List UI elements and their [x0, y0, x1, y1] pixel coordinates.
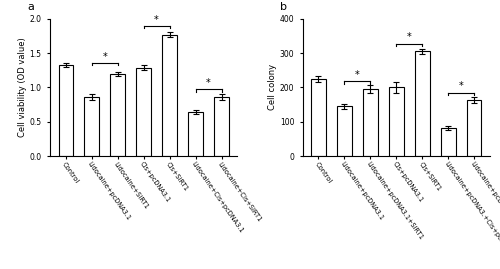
Text: *: * [154, 15, 159, 24]
Bar [415, 51, 430, 156]
Bar [389, 87, 404, 156]
Bar [467, 100, 481, 156]
Bar [338, 106, 351, 156]
Text: a: a [28, 2, 34, 12]
Bar [188, 112, 202, 156]
Text: *: * [206, 78, 211, 89]
Bar [58, 65, 73, 156]
Bar [312, 79, 326, 156]
Bar [441, 128, 456, 156]
Y-axis label: Cell viability (OD value): Cell viability (OD value) [18, 38, 27, 137]
Y-axis label: Cell colony: Cell colony [268, 64, 277, 111]
Text: *: * [459, 82, 464, 91]
Bar [363, 89, 378, 156]
Bar [136, 68, 151, 156]
Text: b: b [280, 2, 287, 12]
Text: *: * [407, 33, 412, 43]
Text: *: * [355, 70, 360, 80]
Bar [162, 35, 177, 156]
Text: *: * [102, 52, 107, 62]
Bar [214, 97, 228, 156]
Bar [84, 97, 99, 156]
Bar [110, 74, 125, 156]
